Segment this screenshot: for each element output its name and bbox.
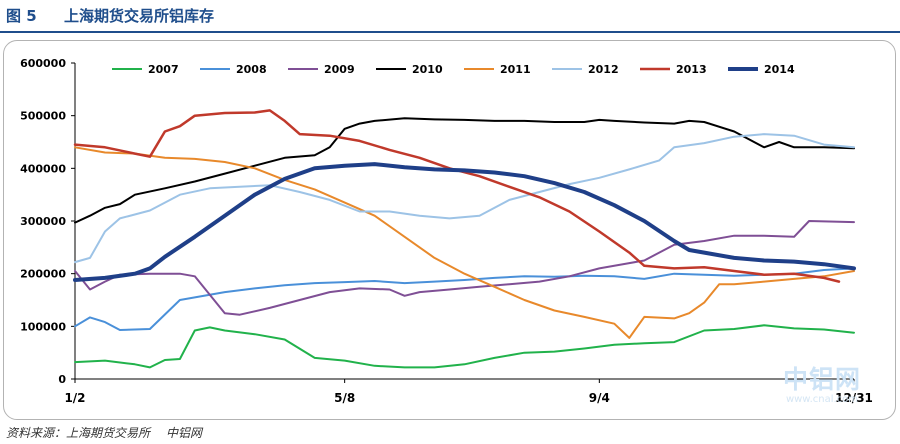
x-tick-label: 9/4 <box>589 391 610 405</box>
figure-title-text: 上海期货交易所铝库存 <box>64 7 215 25</box>
series-line-2007 <box>74 324 855 369</box>
y-tick-label: 100000 <box>20 320 66 333</box>
x-tick-label: 5/8 <box>334 391 355 405</box>
source-note: 资料来源：上海期货交易所 中铝网 <box>6 424 202 441</box>
source-credit: 中铝网 <box>166 426 203 440</box>
legend-label-2011: 2011 <box>500 63 531 76</box>
y-tick-label: 600000 <box>20 57 66 70</box>
source-text: 资料来源：上海期货交易所 <box>6 426 151 440</box>
y-tick-label: 200000 <box>20 268 66 281</box>
series-line-2008 <box>74 267 855 331</box>
x-tick-label: 12/31 <box>835 391 873 405</box>
legend-label-2008: 2008 <box>236 63 267 76</box>
legend-label-2013: 2013 <box>676 63 707 76</box>
legend-label-2012: 2012 <box>588 63 619 76</box>
series-line-2014 <box>73 162 856 282</box>
title-divider <box>0 31 900 33</box>
y-tick-label: 400000 <box>20 162 66 175</box>
y-tick-label: 0 <box>58 373 66 386</box>
series-line-2010 <box>74 117 855 224</box>
legend-label-2014: 2014 <box>764 63 795 76</box>
legend-label-2007: 2007 <box>148 63 179 76</box>
figure-title: 图 5 上海期货交易所铝库存 <box>6 3 214 29</box>
series-line-2012 <box>74 133 855 264</box>
y-tick-label: 500000 <box>20 110 66 123</box>
figure-number: 图 5 <box>6 7 37 25</box>
legend-label-2010: 2010 <box>412 63 443 76</box>
line-chart: 0 100000 200000 300000 400000 500000 600000 1/2… <box>20 57 873 405</box>
series-line-2013 <box>73 109 841 283</box>
x-tick-label: 1/2 <box>64 391 85 405</box>
legend-label-2009: 2009 <box>324 63 355 76</box>
y-tick-label: 300000 <box>20 215 66 228</box>
chart-frame: 0 100000 200000 300000 400000 500000 600000 1/2… <box>3 40 896 420</box>
series-line-2011 <box>74 146 855 339</box>
series-line-2009 <box>74 220 855 316</box>
